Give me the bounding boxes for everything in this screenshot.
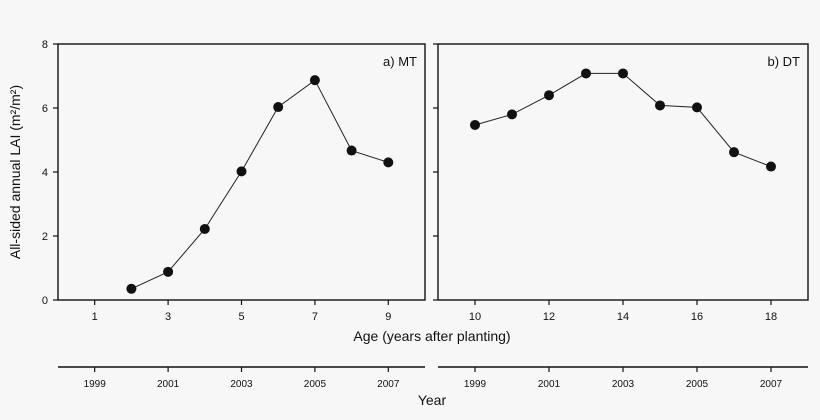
- data-point: [309, 75, 320, 86]
- x-tick-label: 10: [469, 311, 481, 323]
- panel-label: a) MT: [383, 54, 417, 69]
- x-tick-label: 1: [92, 311, 98, 323]
- data-point: [199, 223, 210, 234]
- data-point: [507, 109, 517, 120]
- year-tick-label: 2001: [157, 379, 180, 390]
- panel-mt: 0 2 4 6 8 1 3 5 7 9 1999 2001 2003 2005 2007 a) MT: [42, 39, 426, 390]
- data-point: [346, 145, 357, 156]
- year-tick-label: 1999: [464, 379, 487, 390]
- y-tick-label: 6: [42, 103, 48, 115]
- y-tick-label: 2: [42, 231, 48, 243]
- data-point: [581, 68, 591, 79]
- year-tick-label: 2007: [760, 379, 783, 390]
- data-point: [692, 102, 702, 113]
- x-tick-label: 16: [691, 311, 703, 323]
- x-tick-label: 7: [312, 311, 318, 323]
- plot-frame: [437, 43, 809, 301]
- x-tick-label: 18: [765, 311, 777, 323]
- series-line: [131, 79, 389, 290]
- data-point: [766, 161, 776, 172]
- year-tick-label: 2005: [304, 379, 327, 390]
- year-tick-label: 2001: [538, 379, 561, 390]
- data-point: [544, 90, 554, 101]
- x-axis-title: Age (years after planting): [353, 328, 510, 344]
- y-axis-title: All-sided annual LAI (m²/m²): [7, 85, 23, 259]
- data-point: [655, 100, 665, 111]
- y-tick-label: 8: [42, 39, 48, 51]
- y-tick-label: 4: [42, 167, 48, 179]
- year-tick-label: 2003: [230, 379, 253, 390]
- y-tick-label: 0: [42, 295, 48, 307]
- data-point: [236, 166, 247, 177]
- year-tick-label: 1999: [84, 379, 107, 390]
- data-point: [470, 119, 480, 130]
- panel-label: b) DT: [768, 54, 801, 69]
- panel-dt: 10 12 14 16 18 1999 2001 2003 2005 2007 b) DT: [433, 43, 809, 390]
- data-point: [729, 147, 739, 158]
- series-line: [474, 72, 772, 168]
- year-tick-label: 2007: [377, 379, 400, 390]
- data-point: [126, 283, 137, 294]
- data-point: [383, 157, 394, 168]
- data-point: [618, 68, 628, 79]
- x-tick-label: 12: [543, 311, 555, 323]
- year-axis-title: Year: [418, 392, 447, 408]
- x-tick-label: 9: [385, 311, 391, 323]
- x-tick-label: 3: [165, 311, 171, 323]
- data-point: [163, 266, 174, 277]
- year-tick-label: 2005: [686, 379, 709, 390]
- data-point: [273, 102, 284, 113]
- x-tick-label: 14: [617, 311, 629, 323]
- year-tick-label: 2003: [612, 379, 635, 390]
- x-tick-label: 5: [238, 311, 244, 323]
